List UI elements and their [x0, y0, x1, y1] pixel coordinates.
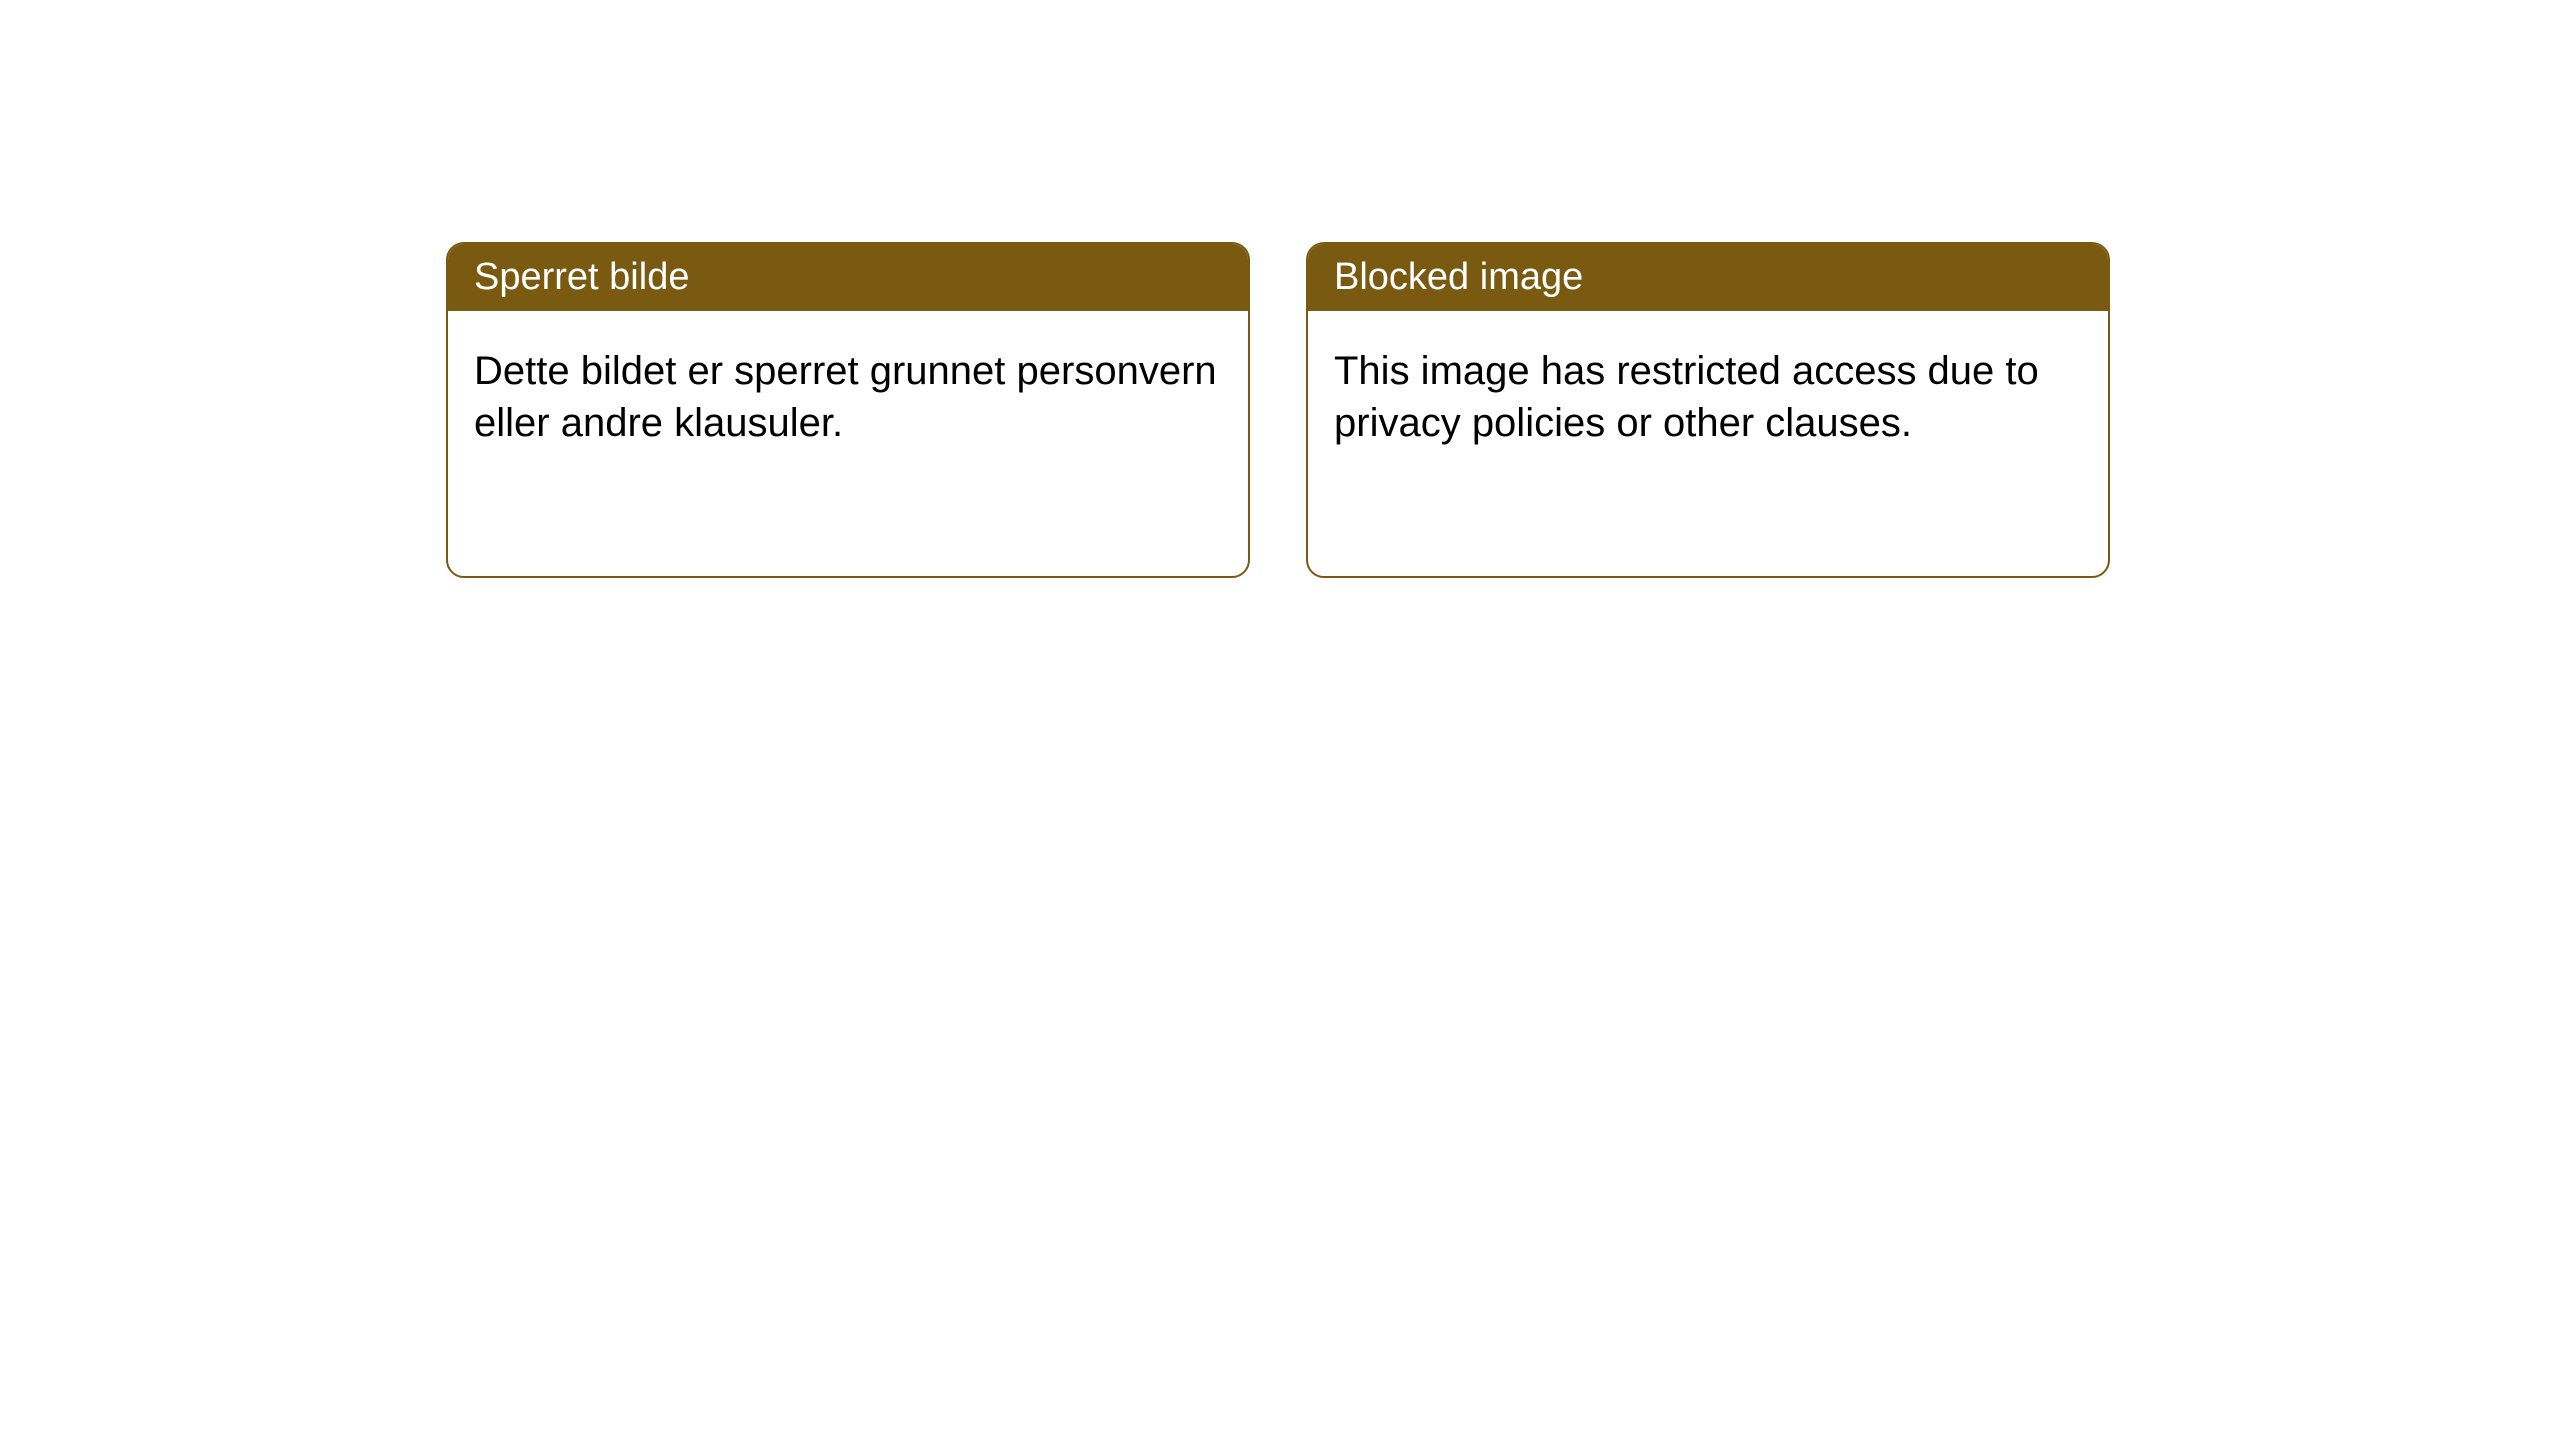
blocked-image-notice-container: Sperret bilde Dette bildet er sperret gr… — [0, 0, 2560, 578]
card-title-no: Sperret bilde — [448, 244, 1248, 311]
blocked-image-card-no: Sperret bilde Dette bildet er sperret gr… — [446, 242, 1250, 578]
blocked-image-card-en: Blocked image This image has restricted … — [1306, 242, 2110, 578]
card-body-en: This image has restricted access due to … — [1308, 311, 2108, 483]
card-title-en: Blocked image — [1308, 244, 2108, 311]
card-body-no: Dette bildet er sperret grunnet personve… — [448, 311, 1248, 483]
